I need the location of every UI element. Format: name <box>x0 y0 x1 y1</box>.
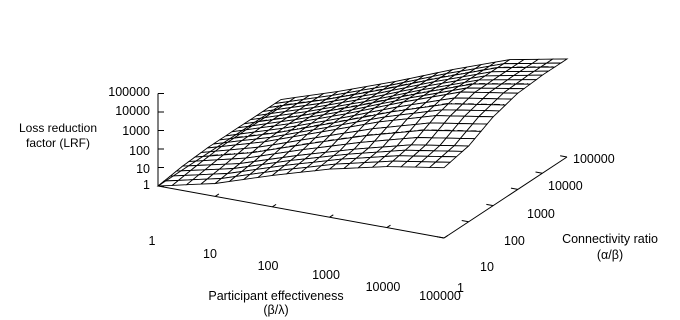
y-axis-tickmark-0 <box>437 236 445 239</box>
z-tick-1000: 1000 <box>122 124 150 138</box>
z-tick-10: 10 <box>136 162 150 176</box>
x-tick-1000: 1000 <box>312 268 340 282</box>
y-axis-tickmark-1 <box>461 220 469 223</box>
y-tick-100: 100 <box>504 234 525 248</box>
z-axis-label-line2: factor (LRF) <box>26 136 90 150</box>
y-axis-tickmark-3 <box>510 187 518 190</box>
x-tick-100: 100 <box>258 259 279 273</box>
y-tick-100000: 100000 <box>573 152 615 166</box>
y-axis-tickmark-4 <box>535 171 543 174</box>
x-tick-10000: 10000 <box>366 280 401 294</box>
x-axis-tickmark-4 <box>386 224 391 229</box>
x-tick-1: 1 <box>149 234 156 248</box>
y-axis-label-line1: Connectivity ratio <box>562 232 658 246</box>
x-axis-label-line1: Participant effectiveness <box>208 289 343 303</box>
y-tick-10000: 10000 <box>548 179 583 193</box>
x-axis-tickmark-2 <box>272 203 277 208</box>
surface-mesh <box>156 58 569 187</box>
y-tick-1000: 1000 <box>527 207 555 221</box>
z-tick-10000: 10000 <box>115 104 150 118</box>
floor-edge-2 <box>157 104 282 187</box>
contour-line-1 <box>236 102 506 138</box>
z-tick-100: 100 <box>129 144 150 158</box>
y-axis-tickmark-5 <box>560 155 568 158</box>
y-axis-label-line2: (α/β) <box>597 248 623 262</box>
y-tick-1: 1 <box>457 281 464 295</box>
x-axis-tickmark-5 <box>443 235 448 239</box>
x-tick-10: 10 <box>203 247 217 261</box>
floor-edge-1 <box>443 156 568 239</box>
x-axis-label-line2: (β/λ) <box>263 303 288 317</box>
x-axis-tickmark-1 <box>214 193 220 197</box>
x-axis-tickmark-3 <box>329 214 334 218</box>
floor-edge-0 <box>157 185 445 239</box>
y-tick-10: 10 <box>480 260 494 274</box>
x-tick-100000: 100000 <box>419 289 461 303</box>
z-axis-label-line1: Loss reduction <box>19 121 97 135</box>
z-tick-100000: 100000 <box>108 85 150 99</box>
x-axis-tickmark-0 <box>157 183 162 187</box>
y-axis-tickmark-2 <box>486 203 494 207</box>
z-tick-1: 1 <box>143 178 150 192</box>
axes <box>157 93 568 239</box>
surface-cell-19-0 <box>428 161 452 169</box>
contour-line-0 <box>212 129 481 156</box>
